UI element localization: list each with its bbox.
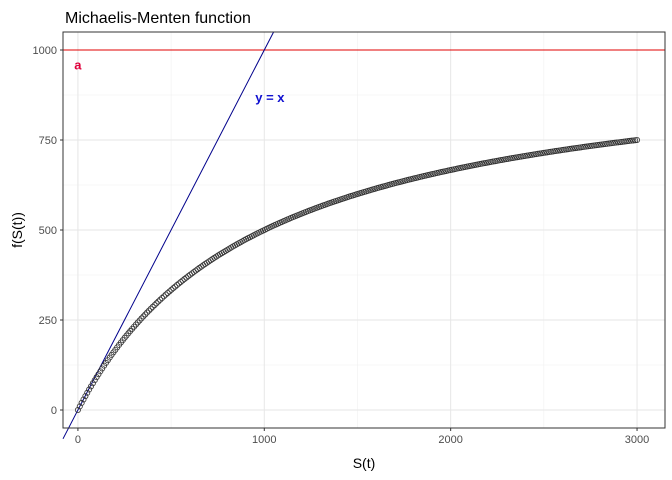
data-point — [626, 137, 633, 144]
x-tick-label: 1000 — [252, 434, 276, 446]
data-point — [86, 386, 93, 393]
data-point — [624, 138, 631, 145]
data-point — [76, 403, 83, 410]
data-point — [142, 311, 149, 318]
annotation-y-equals-x: y = x — [255, 90, 285, 105]
data-point — [632, 137, 639, 144]
data-point — [619, 138, 626, 145]
data-point — [145, 307, 152, 314]
data-point — [93, 374, 100, 381]
x-tick-label: 3000 — [625, 434, 649, 446]
data-point — [615, 139, 622, 146]
data-point — [174, 282, 181, 289]
data-point — [620, 138, 627, 145]
annotation-a: a — [74, 57, 82, 72]
data-point — [140, 313, 147, 320]
y-tick-label: 1000 — [33, 45, 57, 57]
data-point — [80, 396, 87, 403]
data-point — [600, 141, 607, 148]
data-point — [160, 293, 167, 300]
data-point — [609, 140, 616, 147]
data-point — [181, 276, 188, 283]
data-point — [187, 271, 194, 278]
data-point — [605, 140, 612, 147]
y-tick-label: 250 — [39, 315, 57, 327]
data-point — [613, 139, 620, 146]
data-point — [607, 140, 614, 147]
x-tick-label: 0 — [75, 434, 81, 446]
x-axis-ticks: 0 1000 2000 3000 — [75, 428, 649, 446]
data-point — [153, 300, 160, 307]
data-point — [151, 302, 158, 309]
data-point — [78, 399, 85, 406]
data-point — [164, 289, 171, 296]
y-tick-label: 0 — [51, 405, 57, 417]
data-point — [132, 321, 139, 328]
data-point — [596, 141, 603, 148]
data-point — [170, 285, 177, 292]
data-point — [594, 142, 601, 149]
data-point — [172, 283, 179, 290]
data-point — [602, 141, 609, 148]
data-point — [630, 137, 637, 144]
data-point — [155, 298, 162, 305]
data-point — [622, 138, 629, 145]
data-point — [628, 137, 635, 144]
data-point — [162, 291, 169, 298]
data-point — [591, 142, 598, 149]
data-point — [634, 136, 641, 143]
data-point — [89, 380, 96, 387]
data-points — [74, 136, 641, 413]
data-point — [131, 323, 138, 330]
data-point — [166, 288, 173, 295]
x-axis-title: S(t) — [353, 455, 376, 471]
data-point — [144, 309, 151, 316]
data-point — [183, 274, 190, 281]
y-axis-title: f(S(t)) — [9, 212, 25, 248]
annotations: a y = x — [74, 57, 285, 104]
y-tick-label: 750 — [39, 135, 57, 147]
data-point — [179, 277, 186, 284]
data-point — [88, 383, 95, 390]
data-point — [175, 280, 182, 287]
data-point — [168, 286, 175, 293]
data-point — [159, 295, 166, 302]
data-point — [147, 305, 154, 312]
x-tick-label: 2000 — [438, 434, 462, 446]
data-point — [149, 303, 156, 310]
y-tick-label: 500 — [39, 225, 57, 237]
data-point — [157, 296, 164, 303]
data-point — [592, 142, 599, 149]
data-point — [138, 315, 145, 322]
data-point — [611, 139, 618, 146]
data-point — [134, 319, 141, 326]
data-point — [604, 140, 611, 147]
data-point — [84, 389, 91, 396]
data-point — [177, 278, 184, 285]
data-point — [82, 393, 89, 400]
data-point — [598, 141, 605, 148]
data-point — [617, 139, 624, 146]
chart-title: Michaelis-Menten function — [65, 10, 251, 27]
data-point — [185, 273, 192, 280]
data-point — [91, 377, 98, 384]
data-point — [136, 317, 143, 324]
y-axis-ticks: 0 250 500 750 1000 — [33, 45, 63, 417]
data-point — [74, 406, 81, 413]
